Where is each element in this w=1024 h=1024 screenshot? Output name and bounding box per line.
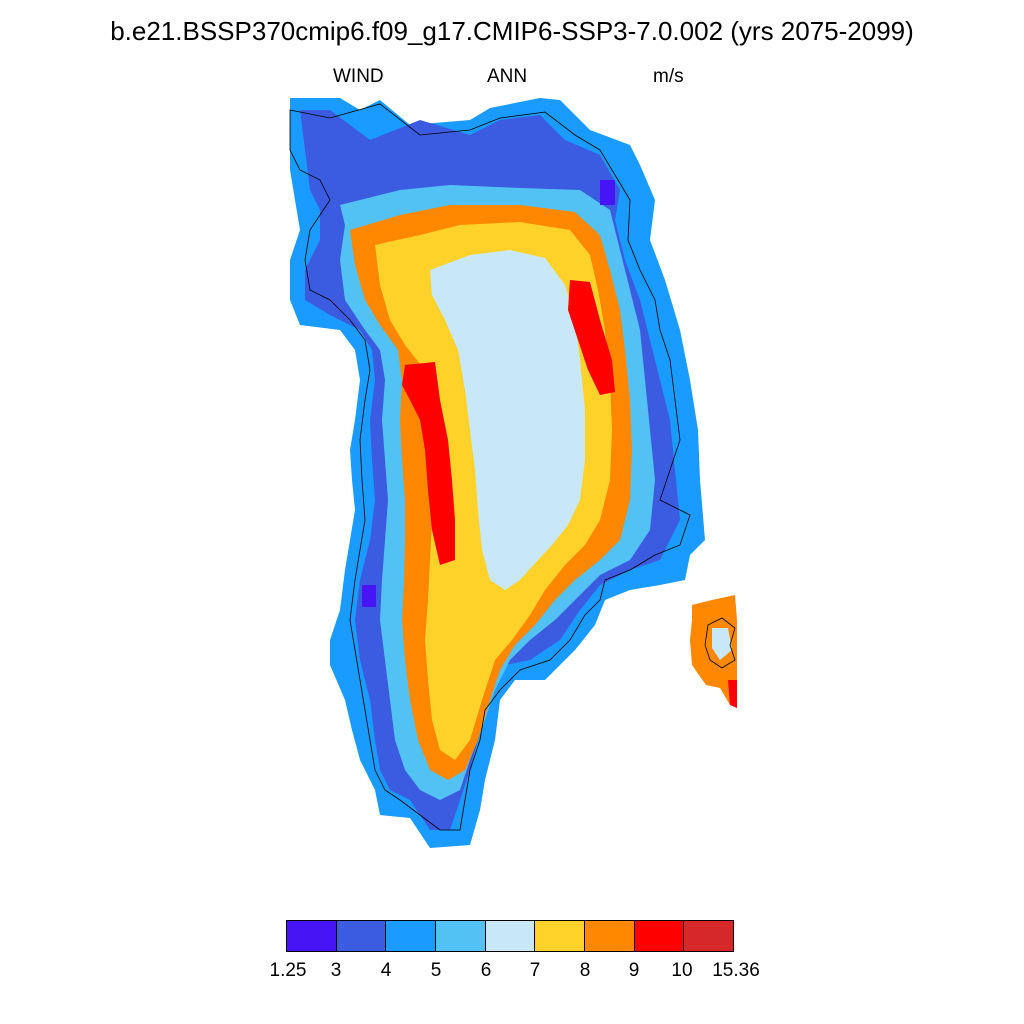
variable-label: WIND	[333, 66, 384, 87]
colorbar-tick-label: 6	[480, 960, 492, 981]
colorbar-swatch	[287, 921, 337, 951]
colorbar-swatch	[485, 921, 536, 951]
slope-max-west	[402, 362, 455, 565]
colorbar-swatch	[386, 921, 437, 951]
units-label: m/s	[653, 66, 684, 87]
wind-cells	[290, 98, 737, 848]
colorbar-swatch	[535, 921, 586, 951]
colorbar-swatch	[684, 921, 734, 951]
colorbar-tick-label: 5	[430, 960, 442, 981]
min-patch	[362, 585, 376, 607]
colorbar-tick-label: 9	[628, 960, 640, 981]
colorbar-swatch	[585, 921, 635, 951]
colorbar-tick-label: 8	[579, 960, 591, 981]
colorbar	[286, 920, 734, 952]
slope-max-east	[568, 280, 615, 395]
colorbar-tick-label: 10	[671, 960, 693, 981]
min-patch	[600, 180, 615, 205]
colorbar-tick-label: 1.25	[269, 960, 307, 981]
colorbar-tick-label: 3	[330, 960, 342, 981]
colorbar-tick-label: 4	[380, 960, 392, 981]
interior-6ms	[430, 250, 585, 590]
colorbar-swatch	[436, 921, 486, 951]
greenland-coastline	[289, 103, 691, 831]
colorbar-tick-label: 15.36	[712, 960, 760, 981]
iceland-coastline	[704, 617, 736, 669]
colorbar-tick-label: 7	[529, 960, 541, 981]
colorbar-swatch	[634, 921, 685, 951]
iceland-interior	[712, 628, 732, 660]
coastline	[289, 103, 736, 831]
season-label: ANN	[487, 66, 528, 87]
colorbar-swatch	[336, 921, 387, 951]
chart-title: b.e21.BSSP370cmip6.f09_g17.CMIP6-SSP3-7.…	[110, 16, 914, 46]
iceland-max	[728, 680, 737, 708]
